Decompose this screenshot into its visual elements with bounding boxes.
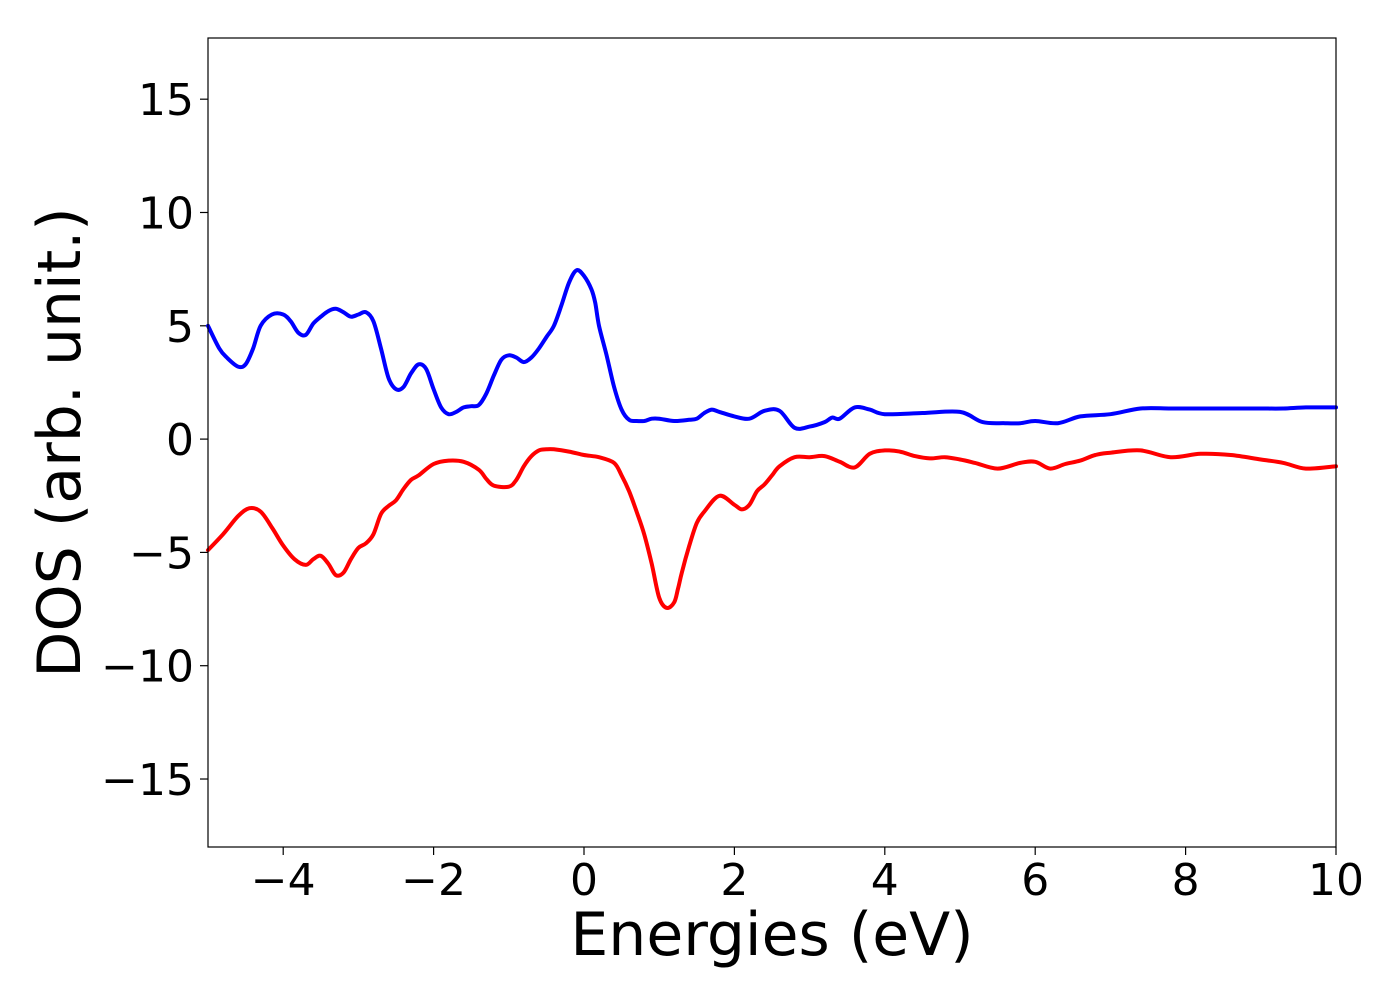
y-tick-label: 5: [166, 302, 194, 353]
y-tick-label: −15: [101, 755, 194, 806]
x-tick-label: 0: [570, 855, 598, 906]
x-tick-label: 10: [1308, 855, 1364, 906]
x-tick-label: 2: [720, 855, 748, 906]
series-lines: [206, 268, 1338, 611]
y-tick-label: −5: [129, 528, 194, 579]
y-axis-title: DOS (arb. unit.): [25, 207, 95, 677]
y-tick-label: 0: [166, 415, 194, 466]
x-axis-title: Energies (eV): [570, 900, 973, 970]
x-tick-label: −2: [401, 855, 466, 906]
x-tick-label: −4: [251, 855, 316, 906]
x-tick-label: 6: [1021, 855, 1049, 906]
y-tick-label: 10: [138, 188, 194, 239]
x-axis-ticks: −4 −2 0 2 4 6 8 10: [251, 847, 1364, 906]
series-line-down: [206, 447, 1338, 611]
plot-area-frame: [207, 37, 1337, 848]
y-axis-ticks: −15 −10 −5 0 5 10 15: [101, 75, 208, 806]
x-tick-label: 8: [1172, 855, 1200, 906]
x-tick-label: 4: [871, 855, 899, 906]
y-tick-label: 15: [138, 75, 194, 126]
y-tick-label: −10: [101, 642, 194, 693]
series-line-up: [206, 268, 1338, 431]
